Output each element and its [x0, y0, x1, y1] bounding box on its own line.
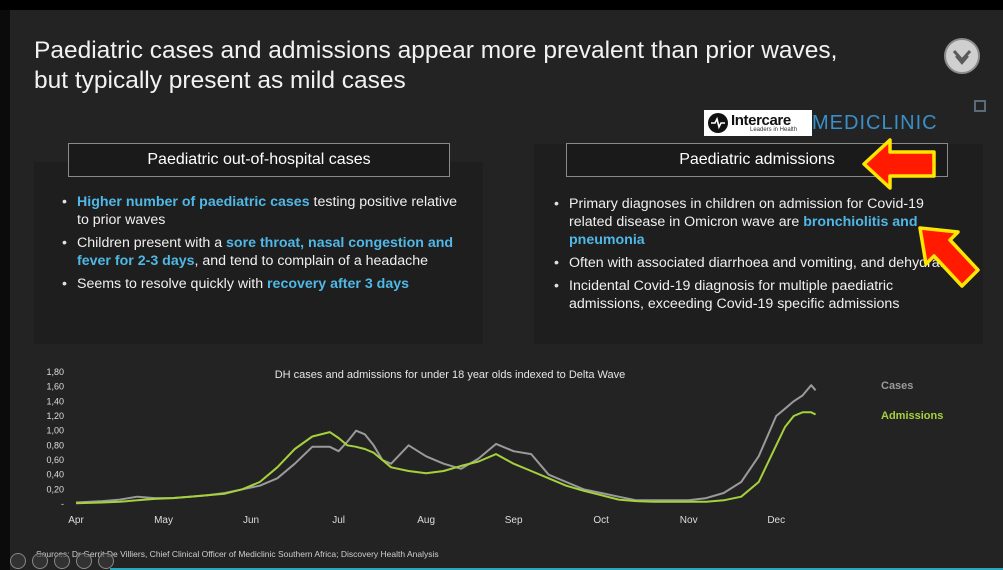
y-tick-label: 0,80 [46, 440, 64, 450]
series-line-admissions [75, 411, 817, 505]
x-tick-label: May [154, 515, 173, 526]
series-line-cases [75, 384, 817, 504]
top-bar [0, 0, 1003, 10]
slide-title: Paediatric cases and admissions appear m… [34, 36, 914, 96]
list-item: Primary diagnoses in children on admissi… [554, 195, 964, 249]
list-item: Higher number of paediatric cases testin… [62, 193, 472, 229]
list-item: Often with associated diarrhoea and vomi… [554, 254, 964, 272]
x-tick-label: Apr [68, 515, 84, 526]
title-line-2: but typically present as mild cases [34, 67, 406, 94]
slide: Paediatric cases and admissions appear m… [10, 10, 1003, 570]
bullet-text: Seems to resolve quickly with [77, 276, 268, 292]
highlight-text: bronchiolitis and pneumonia [569, 214, 918, 248]
y-tick-label: 0,20 [46, 484, 64, 494]
left-panel-title: Paediatric out-of-hospital cases [68, 143, 450, 177]
arrow-annotation-bronchiolitis-icon [918, 226, 980, 288]
next-slide-button[interactable] [98, 553, 114, 569]
progress-line [110, 568, 1003, 570]
y-tick-label: 1,00 [46, 426, 64, 436]
y-tick-label: 1,80 [46, 367, 64, 377]
highlight-text: recovery after 3 days [267, 276, 409, 292]
zoom-button[interactable] [76, 553, 92, 569]
bullet-text: , and tend to complain of a headache [194, 253, 428, 269]
x-tick-label: Dec [767, 515, 785, 526]
x-tick-label: Jun [243, 515, 259, 526]
x-tick-label: Aug [417, 515, 435, 526]
line-chart: DH cases and admissions for under 18 yea… [46, 367, 943, 526]
x-tick-label: Nov [680, 515, 698, 526]
source-footnote: Sources: Dr Gerrit De Villiers, Chief Cl… [36, 549, 439, 559]
highlight-text: sore throat, nasal congestion and fever … [77, 235, 454, 269]
left-bullet-list: Higher number of paediatric cases testin… [62, 193, 472, 298]
intercare-logo: Intercare Leaders in Health [704, 110, 812, 136]
y-tick-label: 0,60 [46, 455, 64, 465]
partner-logos: Intercare Leaders in Health MEDICLINIC [704, 100, 994, 136]
y-tick-label: 1,20 [46, 411, 64, 421]
list-item: Incidental Covid-19 diagnosis for multip… [554, 277, 964, 313]
mediclinic-wordmark: MEDICLINIC [812, 112, 938, 134]
list-item: Seems to resolve quickly with recovery a… [62, 275, 472, 293]
legend-label-cases: Cases [881, 380, 913, 392]
y-tick-label: 1,40 [46, 396, 64, 406]
x-tick-label: Sep [505, 515, 523, 526]
prev-slide-button[interactable] [10, 553, 26, 569]
intercare-wordmark: Intercare [731, 112, 791, 129]
title-line-1: Paediatric cases and admissions appear m… [34, 37, 838, 64]
highlight-text: Higher number of paediatric cases [77, 194, 310, 210]
x-tick-label: Oct [593, 515, 609, 526]
pen-tool-button[interactable] [32, 553, 48, 569]
slides-grid-button[interactable] [54, 553, 70, 569]
discovery-logo-icon [944, 38, 980, 74]
intercare-tagline: Leaders in Health [750, 127, 798, 133]
bullet-text: Incidental Covid-19 diagnosis for multip… [569, 278, 900, 312]
y-tick-label: - [61, 499, 64, 509]
chart-title: DH cases and admissions for under 18 yea… [275, 369, 626, 381]
x-tick-label: Jul [332, 515, 345, 526]
arrow-annotation-title-icon [862, 138, 936, 190]
bullet-text: Children present with a [77, 235, 227, 251]
bullet-text: Often with associated diarrhoea and vomi… [569, 255, 963, 271]
y-tick-label: 1,60 [46, 382, 64, 392]
y-tick-label: 0,40 [46, 470, 64, 480]
bullet-text: testing positive relative to prior waves [77, 194, 458, 228]
list-item: Children present with a sore throat, nas… [62, 234, 472, 270]
mediclinic-mark-icon [974, 100, 986, 112]
right-bullet-list: Primary diagnoses in children on admissi… [554, 195, 964, 318]
legend-label-admissions: Admissions [881, 410, 943, 422]
intercare-mark-icon [708, 113, 728, 133]
bullet-text: Primary diagnoses in children on admissi… [569, 196, 924, 230]
